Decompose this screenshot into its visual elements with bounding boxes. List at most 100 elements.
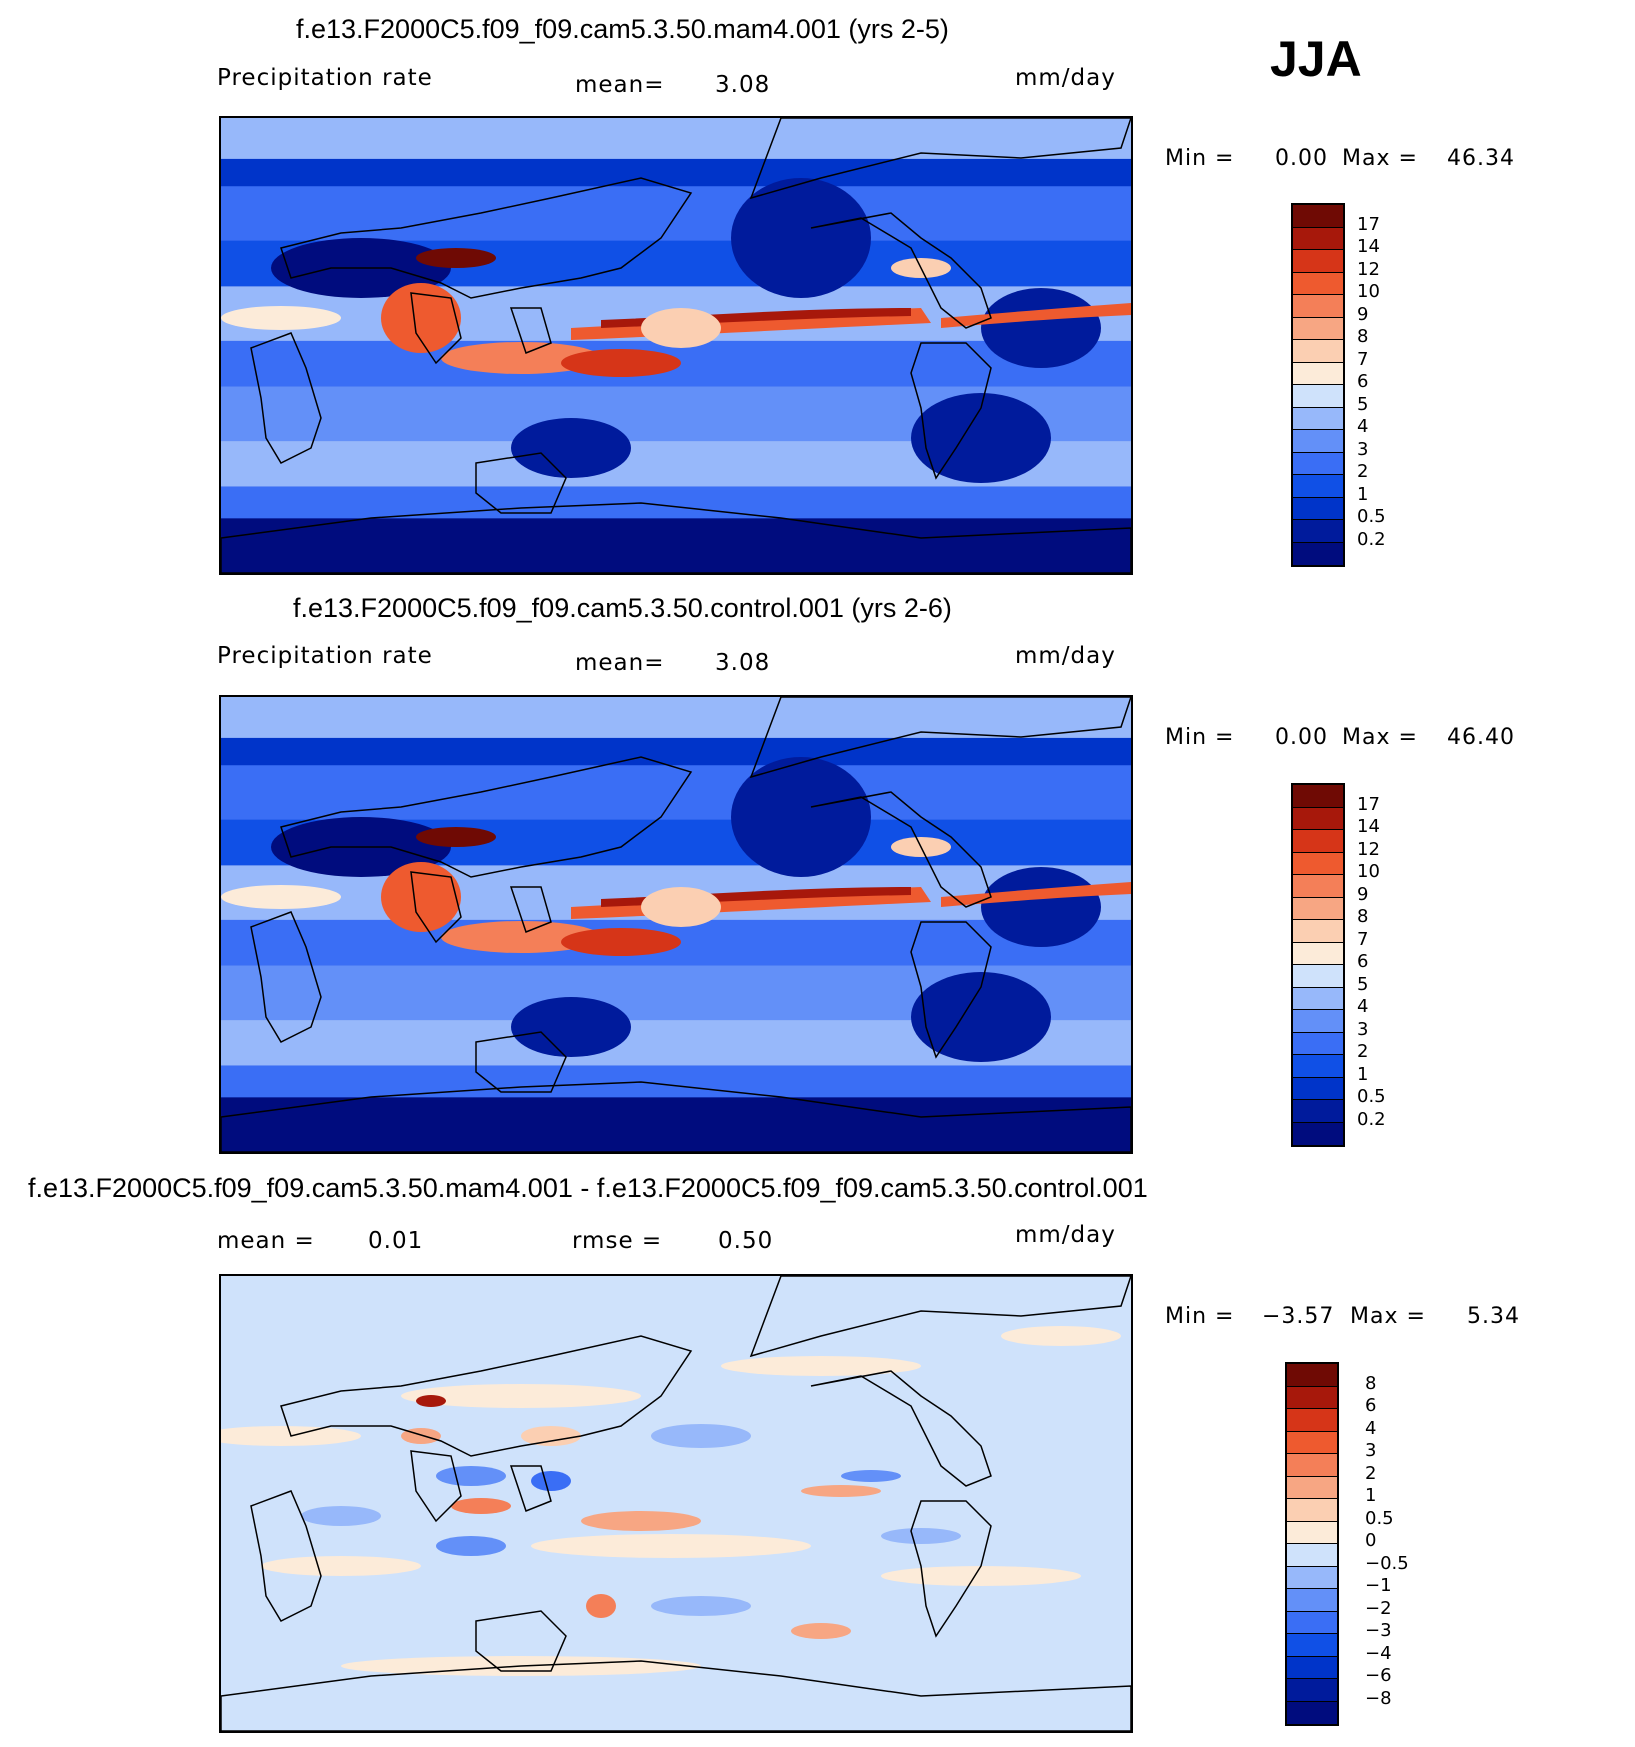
panel1-precip-map [219,116,1133,575]
colorbar-tick-label: 8 [1357,906,1369,927]
colorbar-tick-label: 0 [1365,1530,1377,1551]
colorbar-swatch [1293,250,1343,273]
colorbar-tick-label: 0.5 [1365,1507,1394,1529]
colorbar-swatch [1293,1077,1343,1100]
colorbar-swatch [1293,205,1343,228]
season-label: JJA [1270,31,1362,87]
colorbar-swatch [1293,227,1343,250]
panel2-min-value: 0.00 [1275,725,1328,750]
colorbar-tick-label: 3 [1357,438,1369,460]
colorbar-swatch [1293,542,1343,565]
colorbar-tick-label: 7 [1357,928,1369,950]
panel3-rmse-label: rmse = [572,1228,663,1254]
map-field [221,697,1131,1152]
map-field [221,118,1131,573]
panel3-min-label: Min = [1165,1304,1235,1329]
colorbar-tick-label: 9 [1357,883,1369,905]
colorbar-tick-label: 8 [1365,1372,1377,1394]
panel3-difference-map [219,1274,1133,1733]
colorbar-swatch [1293,1055,1343,1078]
colorbar-swatch [1287,1566,1337,1589]
panel1-min-label: Min = [1165,146,1235,171]
panel2-precip-map [219,695,1133,1154]
colorbar-swatch [1287,1701,1337,1724]
colorbar-tick-label: −2 [1365,1597,1392,1619]
colorbar-tick-label: 3 [1357,1018,1369,1040]
colorbar-tick-label: 6 [1357,951,1369,972]
panel2-title: f.e13.F2000C5.f09_f09.cam5.3.50.control.… [293,593,952,623]
colorbar-tick-label: 9 [1357,303,1369,325]
panel2-variable: Precipitation rate [217,643,433,669]
colorbar-swatch [1293,807,1343,830]
panel1-mean-value: 3.08 [715,72,771,98]
panel1-max-value: 46.34 [1447,146,1515,171]
colorbar-swatch [1293,497,1343,520]
colorbar-tick-label: 0.5 [1357,1086,1386,1107]
colorbar-tick-label: −3 [1365,1620,1392,1641]
colorbar-swatch [1293,852,1343,875]
colorbar-tick-label: 6 [1365,1395,1377,1416]
colorbar-swatch [1293,965,1343,988]
colorbar-tick-label: 12 [1357,838,1380,860]
colorbar-tick-label: 2 [1357,461,1369,482]
colorbar-swatch [1287,1611,1337,1634]
panel2-mean-value: 3.08 [715,650,771,676]
colorbar-swatch [1293,1122,1343,1145]
panel1-min-value: 0.00 [1275,146,1328,171]
colorbar-tick-label: −1 [1365,1575,1392,1596]
panel2-mean-label: mean= [575,650,665,676]
colorbar-tick-label: 7 [1357,348,1369,370]
colorbar-tick-label: 14 [1357,236,1380,257]
panel1-variable: Precipitation rate [217,65,433,91]
panel1-max-label: Max = [1342,146,1418,171]
colorbar-swatch [1287,1364,1337,1387]
colorbar-tick-label: −6 [1365,1665,1392,1686]
colorbar-swatch [1293,430,1343,453]
panel3-mean-value: 0.01 [368,1228,424,1254]
colorbar-swatch [1293,1032,1343,1055]
colorbar-swatch [1293,987,1343,1010]
colorbar-swatch [1293,272,1343,295]
panel3-units: mm/day [1015,1222,1116,1248]
colorbar-swatch [1293,785,1343,808]
colorbar-swatch [1293,295,1343,318]
colorbar-swatch [1293,340,1343,363]
colorbar-swatch [1293,897,1343,920]
panel3-colorbar [1285,1362,1339,1726]
colorbar-tick-label: 17 [1357,213,1380,235]
colorbar-tick-label: 1 [1357,1063,1369,1085]
colorbar-swatch [1287,1656,1337,1679]
colorbar-tick-label: 5 [1357,973,1369,995]
colorbar-swatch [1293,385,1343,408]
colorbar-tick-label: −8 [1365,1687,1392,1709]
map-field [221,1276,1131,1731]
colorbar-swatch [1287,1679,1337,1702]
colorbar-tick-label: 10 [1357,281,1380,302]
panel2-min-label: Min = [1165,725,1235,750]
panel3-min-value: −3.57 [1262,1304,1335,1329]
colorbar-swatch [1287,1589,1337,1612]
panel1-units: mm/day [1015,65,1116,91]
colorbar-swatch [1293,942,1343,965]
colorbar-tick-label: −4 [1365,1642,1392,1664]
panel3-mean-label: mean = [217,1228,315,1254]
colorbar-tick-label: 4 [1365,1417,1377,1439]
colorbar-tick-label: 4 [1357,996,1369,1017]
colorbar-tick-label: 0.2 [1357,528,1386,550]
colorbar-tick-label: 17 [1357,793,1380,815]
colorbar-tick-label: 1 [1357,483,1369,505]
colorbar-swatch [1293,875,1343,898]
colorbar-swatch [1293,362,1343,385]
colorbar-tick-label: 4 [1357,416,1369,437]
colorbar-tick-label: 10 [1357,861,1380,882]
colorbar-swatch [1293,475,1343,498]
colorbar-swatch [1293,1010,1343,1033]
colorbar-swatch [1287,1521,1337,1544]
colorbar-swatch [1287,1634,1337,1657]
colorbar-swatch [1287,1409,1337,1432]
panel2-max-label: Max = [1342,725,1418,750]
panel2-max-value: 46.40 [1447,725,1515,750]
colorbar-tick-label: 5 [1357,393,1369,415]
colorbar-swatch [1287,1431,1337,1454]
colorbar-swatch [1293,520,1343,543]
